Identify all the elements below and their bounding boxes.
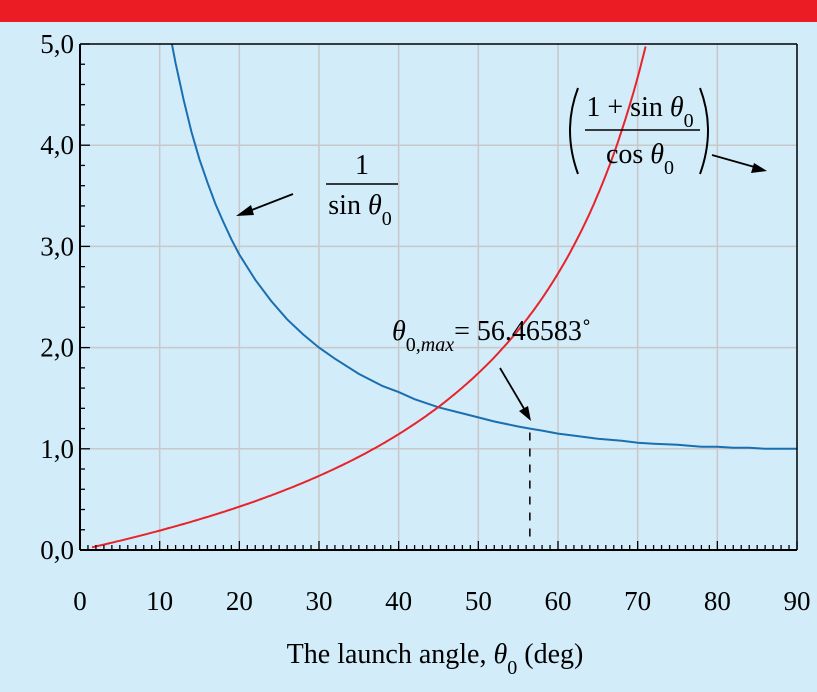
- x-tick-label: 40: [385, 586, 412, 616]
- x-tick-label: 60: [545, 586, 572, 616]
- x-axis-title: The launch angle, θ0 (deg): [287, 639, 584, 679]
- annotation-ratio-numerator: 1 + sin θ0: [586, 92, 693, 132]
- y-tick-label: 3,0: [40, 231, 74, 261]
- y-tick-label: 4,0: [40, 130, 74, 160]
- arrow-line: [711, 154, 759, 169]
- y-tick-label: 0,0: [40, 535, 74, 565]
- arrow-head: [751, 163, 767, 173]
- series-ratio-line: [91, 46, 647, 549]
- tick-labels: 0 10 20 30 40 50 60 70 80 90 0,0 1,0 2,0 3,0 4,0 5,0: [40, 29, 810, 616]
- grid: [80, 44, 797, 550]
- header-bar: [0, 0, 817, 22]
- annotation-ratio: 1 + sin θ0 cos θ0: [569, 87, 767, 179]
- y-tick-label: 5,0: [40, 29, 74, 59]
- x-tick-label: 80: [704, 586, 731, 616]
- right-paren: [699, 87, 709, 175]
- annotation-ratio-denominator: cos θ0: [606, 139, 674, 179]
- x-tick-label: 70: [624, 586, 651, 616]
- arrow-head: [519, 406, 531, 421]
- y-tick-label: 1,0: [40, 434, 74, 464]
- x-tick-label: 10: [146, 586, 173, 616]
- annotation-theta-max-label: θ0,max= 56.46583˚: [392, 316, 591, 356]
- x-tick-label: 50: [465, 586, 492, 616]
- series-layer: [91, 43, 797, 549]
- x-tick-label: 0: [73, 586, 87, 616]
- annotation-inverse-sine: 1 sin θ0: [236, 150, 398, 230]
- axes: [79, 43, 798, 551]
- y-tick-label: 2,0: [40, 333, 74, 363]
- arrow-head: [236, 205, 254, 216]
- arrow-line: [499, 367, 527, 413]
- left-paren: [569, 87, 579, 175]
- x-tick-label: 30: [306, 586, 333, 616]
- x-tick-label: 20: [226, 586, 253, 616]
- x-tick-label: 90: [784, 586, 811, 616]
- annotation-inverse-sine-numerator: 1: [355, 150, 369, 181]
- annotation-theta-max: θ0,max= 56.46583˚: [392, 316, 591, 421]
- annotation-inverse-sine-denominator: sin θ0: [328, 190, 391, 230]
